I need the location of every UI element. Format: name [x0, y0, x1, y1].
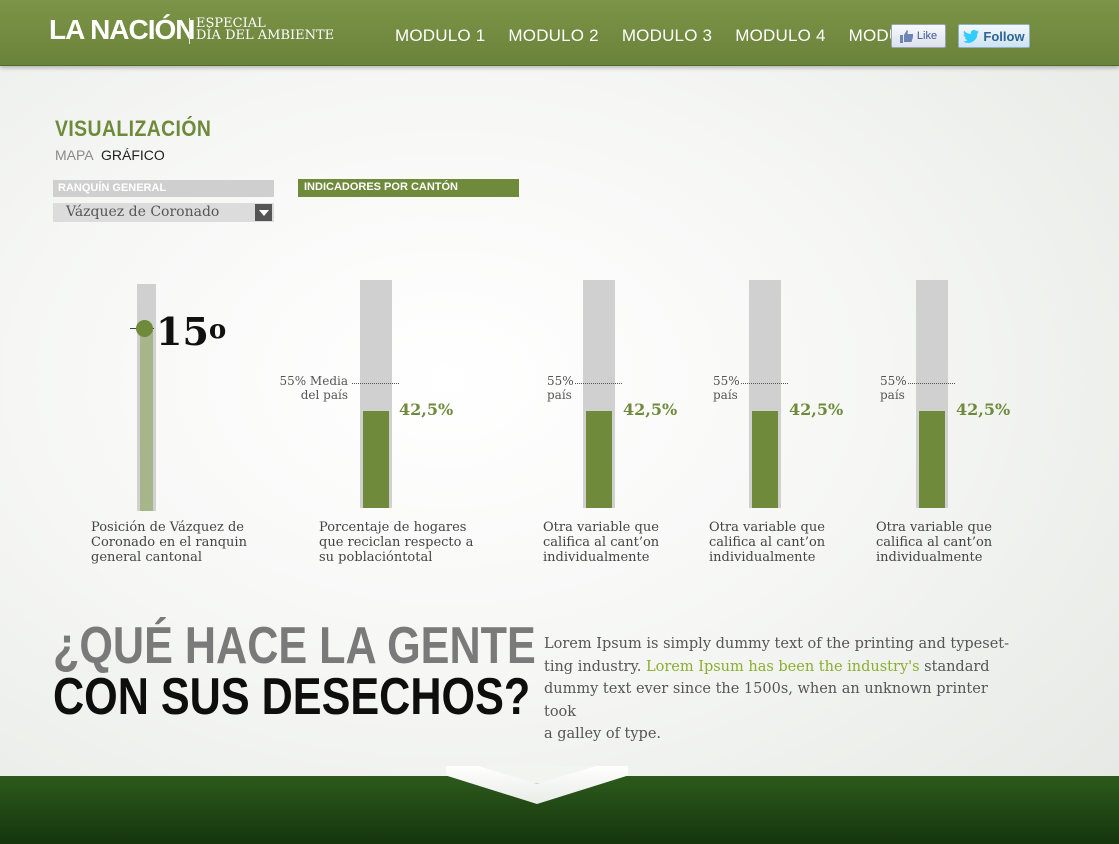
special-title-line1: ESPECIAL	[196, 16, 266, 31]
indicator-reference-label: 55% país	[880, 374, 907, 402]
indicator-caption-line1: Otra variable que	[709, 520, 825, 535]
indicator-value: 42,5%	[399, 400, 454, 419]
indicator-caption-line3: individualmente	[876, 550, 983, 565]
tab-grafico[interactable]: GRÁFICO	[101, 147, 165, 163]
indicator-caption: Porcentaje de hogares que reciclan respe…	[319, 520, 473, 565]
ranking-label: RANQUÍN GENERAL	[53, 180, 274, 197]
rank-marker-dot[interactable]	[136, 320, 153, 337]
twitter-follow-button[interactable]: Follow	[958, 24, 1030, 48]
indicator-caption-line3: su poblacióntotal	[319, 550, 433, 565]
indicator-bar-fill[interactable]	[752, 411, 778, 508]
reference-line2: país	[547, 388, 572, 402]
indicator-caption: Otra variable que califica al cant’on in…	[543, 520, 659, 565]
indicator-reference-label: 55% Media del país	[270, 374, 348, 402]
canton-select-value: Vázquez de Coronado	[66, 204, 220, 220]
indicator-bar-fill[interactable]	[363, 411, 389, 508]
indicator-caption-line2: que reciclan respecto a	[319, 535, 474, 550]
chevron-down-icon[interactable]	[255, 204, 272, 221]
body-line2-start: ting industry.	[544, 658, 646, 675]
rank-value: 15o	[156, 309, 226, 355]
logo[interactable]: LA NACIÓN	[49, 14, 196, 45]
twitter-bird-icon	[963, 29, 980, 43]
like-label: Like	[916, 30, 938, 42]
section-title: VISUALIZACIÓN	[55, 116, 212, 141]
indicator-caption-line2: califica al cant’on	[876, 535, 993, 550]
reference-line2: país	[880, 388, 905, 402]
nav-modulo-2[interactable]: MODULO 2	[508, 26, 599, 45]
rank-caption: Posición de Vázquez de Coronado en el ra…	[91, 520, 247, 565]
indicator-caption-line2: califica al cant’on	[543, 535, 660, 550]
special-title: ESPECIAL DÍA DEL AMBIENTE	[196, 16, 335, 43]
nav-modulo-3[interactable]: MODULO 3	[621, 26, 713, 45]
indicators-tab[interactable]: INDICADORES POR CANTÓN	[298, 179, 519, 197]
question-heading-line1: ¿QUÉ HACE LA GENTE	[53, 617, 536, 675]
indicator-caption-line3: individualmente	[543, 550, 650, 565]
indicator-caption: Otra variable que califica al cant’on in…	[876, 520, 992, 565]
body-paragraph: Lorem Ipsum is simply dummy text of the …	[544, 633, 1024, 746]
indicator-bar-fill[interactable]	[586, 411, 612, 508]
logo-divider	[189, 18, 190, 44]
rank-caption-line1: Posición de Vázquez de	[91, 520, 244, 535]
indicator-caption-line1: Otra variable que	[876, 520, 992, 535]
indicator-reference-line	[575, 383, 622, 384]
indicator-caption: Otra variable que califica al cant’on in…	[709, 520, 825, 565]
rank-fill	[140, 330, 153, 511]
rank-caption-line3: general cantonal	[91, 550, 203, 565]
reference-line1: 55% Media	[279, 374, 348, 388]
reference-line1: 55%	[880, 374, 907, 388]
body-line3: dummy text ever since the 1500s, when an…	[544, 681, 988, 720]
follow-label: Follow	[983, 28, 1025, 44]
canton-select[interactable]: Vázquez de Coronado	[53, 203, 274, 222]
body-line1: Lorem Ipsum is simply dummy text of the …	[544, 636, 1010, 652]
indicator-value: 42,5%	[956, 400, 1011, 419]
indicator-reference-label: 55% país	[547, 374, 574, 402]
indicator-reference-label: 55% país	[713, 374, 740, 402]
question-heading-line2: CON SUS DESECHOS?	[53, 668, 531, 726]
indicator-reference-line	[741, 383, 788, 384]
main-nav: MODULO 1 MODULO 2 MODULO 3 MODULO 4 MODU…	[395, 26, 962, 46]
thumbs-up-icon	[899, 29, 913, 43]
reference-line2: país	[713, 388, 738, 402]
indicator-reference-line	[908, 383, 955, 384]
body-line4: a galley of type.	[544, 726, 662, 742]
facebook-like-button[interactable]: Like	[891, 24, 946, 48]
body-highlight-link[interactable]: Lorem Ipsum has been the industry's	[645, 658, 920, 675]
indicator-caption-line3: individualmente	[709, 550, 816, 565]
special-title-line2: DÍA DEL AMBIENTE	[196, 28, 335, 43]
tab-mapa[interactable]: MAPA	[55, 147, 94, 163]
reference-line2: del país	[300, 388, 348, 402]
indicator-caption-line1: Otra variable que	[543, 520, 659, 535]
indicator-bar-fill[interactable]	[919, 411, 945, 508]
reference-line1: 55%	[547, 374, 574, 388]
rank-caption-line2: Coronado en el ranquin	[91, 535, 247, 550]
indicator-caption-line1: Porcentaje de hogares	[319, 520, 467, 535]
reference-line1: 55%	[713, 374, 740, 388]
top-bar: LA NACIÓN ESPECIAL DÍA DEL AMBIENTE MODU…	[0, 0, 1119, 66]
rank-ordinal: o	[208, 315, 227, 345]
body-line2: ting industry. Lorem Ipsum has been the …	[544, 656, 1024, 679]
indicator-caption-line2: califica al cant’on	[709, 535, 826, 550]
indicator-reference-line	[352, 383, 399, 384]
nav-modulo-4[interactable]: MODULO 4	[735, 26, 826, 45]
indicator-value: 42,5%	[789, 400, 844, 419]
rank-number: 15	[156, 309, 209, 354]
body-line2-end: standard	[919, 658, 990, 675]
indicator-value: 42,5%	[623, 400, 678, 419]
nav-modulo-1[interactable]: MODULO 1	[395, 26, 486, 45]
